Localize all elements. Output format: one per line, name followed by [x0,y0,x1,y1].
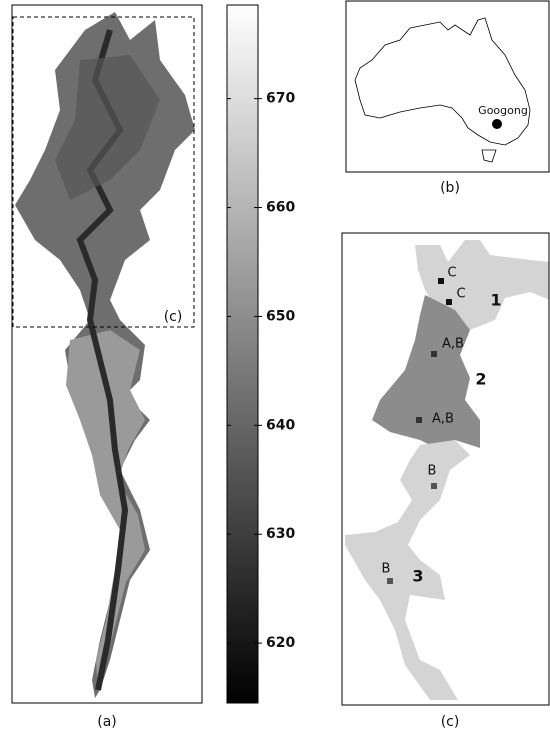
site-label: Googong [478,104,528,117]
upper-texture [55,55,160,200]
zone-label: 3 [412,567,423,586]
inset-label: (c) [164,309,183,325]
shallow-area [66,330,145,692]
site-point [438,278,444,284]
colorbar-gradient [226,4,259,704]
site-marker [492,119,502,129]
panel-a: (c) (a) [11,4,203,730]
tick-label: 640 [266,417,295,433]
frame [345,0,550,173]
tick-label: 650 [266,308,295,324]
panel-label: (a) [97,714,117,730]
point-label: A,B [442,337,464,352]
point-label: C [456,287,465,302]
point-label: A,B [432,412,454,427]
tick-label: 630 [266,526,295,542]
site-point [431,351,437,357]
inset-box [12,16,195,328]
point-label: B [382,562,391,577]
point-label: C [447,266,456,281]
site-point [416,417,422,423]
point-label: B [428,464,437,479]
frame [11,4,203,704]
tick-label: 660 [266,200,295,216]
frame [341,232,550,706]
zone-label: 2 [475,370,486,389]
panel-label: (b) [440,180,460,196]
panel-b: Googong (b) [345,0,550,196]
australia-outline [354,17,531,163]
zone-2-area [372,295,480,450]
zone-3-area [345,440,470,700]
panel-label: (c) [441,714,460,730]
panel-c: C C A,B A,B B B 1 2 3 (c) [341,232,550,730]
site-point [446,299,452,305]
tick-label: 620 [266,635,295,651]
zone-label: 1 [490,291,501,310]
site-point [387,578,393,584]
tick-label: 670 [266,91,295,107]
site-point [431,483,437,489]
colorbar: 620 630 640 650 660 670 [226,4,295,704]
